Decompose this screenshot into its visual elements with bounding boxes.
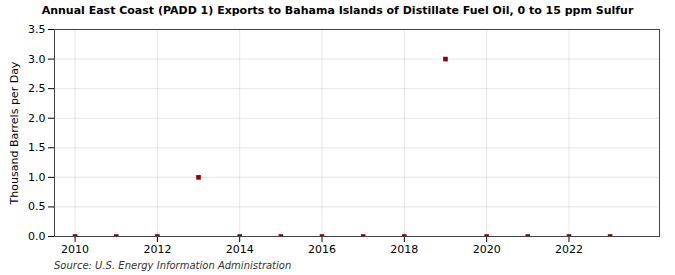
svg-text:2016: 2016 (308, 243, 336, 256)
svg-text:2014: 2014 (226, 243, 254, 256)
svg-text:0.5: 0.5 (28, 200, 46, 213)
svg-text:2020: 2020 (473, 243, 501, 256)
html-text:Source: U.S. Energy Informatio: Source: U.S. Energy Information Administ… (54, 260, 292, 271)
svg-text:2.0: 2.0 (28, 112, 46, 125)
svg-text:2.5: 2.5 (28, 82, 46, 95)
svg-text:3.5: 3.5 (28, 23, 46, 36)
svg-text:1.5: 1.5 (28, 141, 46, 154)
svg-text:3.0: 3.0 (28, 53, 46, 66)
svg-text:2010: 2010 (61, 243, 89, 256)
svg-text:2022: 2022 (555, 243, 583, 256)
svg-text:0.0: 0.0 (28, 230, 46, 243)
svg-text:2018: 2018 (390, 243, 418, 256)
html-text:Annual East Coast (PADD 1) Exp: Annual East Coast (PADD 1) Exports to Ba… (41, 4, 634, 17)
svg-text:1.0: 1.0 (28, 171, 46, 184)
svg-text:Thousand Barrels per Day: Thousand Barrels per Day (8, 61, 21, 205)
svg-text:2012: 2012 (143, 243, 171, 256)
